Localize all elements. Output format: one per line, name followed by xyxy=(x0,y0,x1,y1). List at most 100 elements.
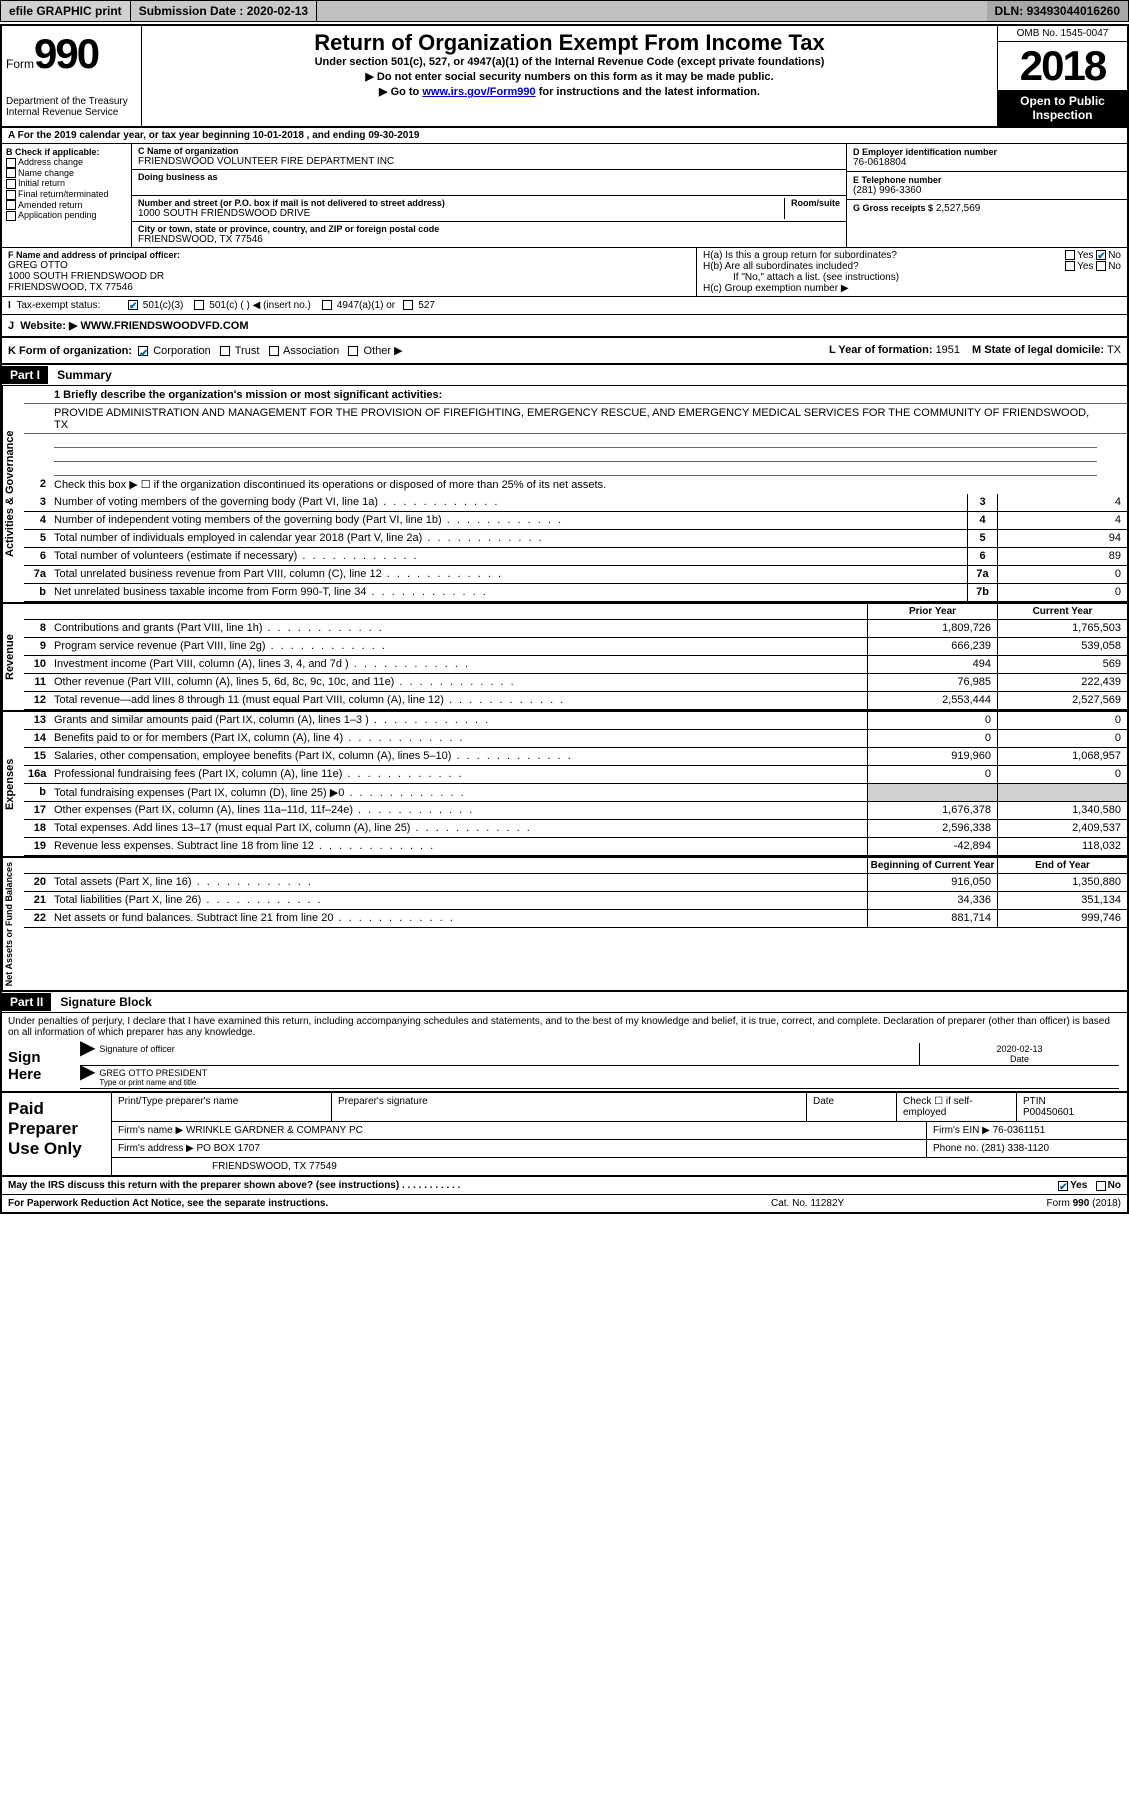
ein-value: 76-0618804 xyxy=(853,157,1121,168)
sig-date-val: 2020-02-13 xyxy=(924,1044,1115,1054)
sig-officer-label: Signature of officer xyxy=(95,1043,178,1065)
table-row: 9Program service revenue (Part VIII, lin… xyxy=(24,638,1127,656)
paid-preparer-label: Paid Preparer Use Only xyxy=(2,1093,112,1175)
officer-name-title: GREG OTTO PRESIDENT xyxy=(99,1068,207,1078)
hdr-prior-year: Prior Year xyxy=(867,604,997,619)
sign-here-label: Sign Here xyxy=(2,1041,72,1091)
sig-date-label: Date xyxy=(924,1054,1115,1064)
firm-ein: Firm's EIN ▶ 76-0361151 xyxy=(927,1122,1127,1139)
side-label-netassets: Net Assets or Fund Balances xyxy=(2,858,24,990)
discuss-yesno: ✔Yes No xyxy=(1058,1180,1121,1191)
line1-label: 1 Briefly describe the organization's mi… xyxy=(24,386,1127,404)
row-a-taxyear: A For the 2019 calendar year, or tax yea… xyxy=(2,128,1127,144)
tax-year: 2018 xyxy=(998,42,1127,90)
hdr-boy: Beginning of Current Year xyxy=(867,858,997,873)
h-b: H(b) Are all subordinates included? Yes … xyxy=(703,261,1121,272)
table-row: 3Number of voting members of the governi… xyxy=(24,494,1127,512)
officer-type-label: Type or print name and title xyxy=(99,1078,207,1087)
dept-treasury: Department of the Treasury Internal Reve… xyxy=(6,96,137,118)
form-title: Return of Organization Exempt From Incom… xyxy=(148,30,991,56)
part-ii-title: Signature Block xyxy=(54,995,151,1009)
submission-date-label: Submission Date : 2020-02-13 xyxy=(131,1,317,21)
row-j-website: J Website: ▶ WWW.FRIENDSWOODVFD.COM xyxy=(2,315,1127,338)
efile-print-button[interactable]: efile GRAPHIC print xyxy=(1,1,131,21)
cat-no: Cat. No. 11282Y xyxy=(771,1198,971,1209)
discuss-preparer: May the IRS discuss this return with the… xyxy=(8,1180,1058,1191)
gross-receipts-value: 2,527,569 xyxy=(936,203,981,214)
room-suite-label: Room/suite xyxy=(791,198,840,208)
phone-value: (281) 996-3360 xyxy=(853,185,1121,196)
gross-receipts-label: G Gross receipts $ xyxy=(853,203,933,213)
addr-label: Number and street (or P.O. box if mail i… xyxy=(138,198,784,208)
state-domicile: M State of legal domicile: TX xyxy=(972,344,1121,357)
firm-addr1: Firm's address ▶ PO BOX 1707 xyxy=(112,1140,927,1157)
street-address: 1000 SOUTH FRIENDSWOOD DRIVE xyxy=(138,208,784,219)
h-a: H(a) Is this a group return for subordin… xyxy=(703,250,1121,261)
table-row: 8Contributions and grants (Part VIII, li… xyxy=(24,620,1127,638)
side-label-governance: Activities & Governance xyxy=(2,386,24,602)
dln-display: DLN: 93493044016260 xyxy=(987,1,1128,21)
irs-link[interactable]: www.irs.gov/Form990 xyxy=(422,86,535,98)
officer-addr1: 1000 SOUTH FRIENDSWOOD DR xyxy=(8,271,690,282)
section-b: B Check if applicable: Address change Na… xyxy=(2,144,132,247)
table-row: 11Other revenue (Part VIII, column (A), … xyxy=(24,674,1127,692)
penalties-text: Under penalties of perjury, I declare th… xyxy=(2,1013,1127,1041)
table-row: 5Total number of individuals employed in… xyxy=(24,530,1127,548)
table-row: 16aProfessional fundraising fees (Part I… xyxy=(24,766,1127,784)
table-row: bNet unrelated business taxable income f… xyxy=(24,584,1127,602)
org-name: FRIENDSWOOD VOLUNTEER FIRE DEPARTMENT IN… xyxy=(138,156,840,167)
form-id-block: Form990 Department of the Treasury Inter… xyxy=(2,26,142,126)
open-to-public: Open to Public Inspection xyxy=(998,90,1127,126)
table-row: 19Revenue less expenses. Subtract line 1… xyxy=(24,838,1127,856)
table-row: 12Total revenue—add lines 8 through 11 (… xyxy=(24,692,1127,710)
table-row: 7aTotal unrelated business revenue from … xyxy=(24,566,1127,584)
tax-exempt-opts: ✔ 501(c)(3) 501(c) ( ) ◀ (insert no.) 49… xyxy=(128,300,435,311)
h-c: H(c) Group exemption number ▶ xyxy=(703,283,1121,294)
officer-label: F Name and address of principal officer: xyxy=(8,250,690,260)
side-label-revenue: Revenue xyxy=(2,604,24,710)
table-row: 17Other expenses (Part IX, column (A), l… xyxy=(24,802,1127,820)
hdr-current-year: Current Year xyxy=(997,604,1127,619)
org-name-label: C Name of organization xyxy=(138,146,840,156)
prep-date-hdr: Date xyxy=(807,1093,897,1121)
ein-label: D Employer identification number xyxy=(853,147,1121,157)
phone-label: E Telephone number xyxy=(853,175,1121,185)
table-row: 21Total liabilities (Part X, line 26)34,… xyxy=(24,892,1127,910)
city-label: City or town, state or province, country… xyxy=(138,224,840,234)
line2-text: Check this box ▶ ☐ if the organization d… xyxy=(50,476,1127,494)
firm-name: Firm's name ▶ WRINKLE GARDNER & COMPANY … xyxy=(112,1122,927,1139)
firm-phone: Phone no. (281) 338-1120 xyxy=(927,1140,1127,1157)
tax-exempt-label: I Tax-exempt status: xyxy=(8,300,128,311)
table-row: bTotal fundraising expenses (Part IX, co… xyxy=(24,784,1127,802)
officer-addr2: FRIENDSWOOD, TX 77546 xyxy=(8,282,690,293)
form-subtitle: Under section 501(c), 527, or 4947(a)(1)… xyxy=(148,56,991,68)
table-row: 18Total expenses. Add lines 13–17 (must … xyxy=(24,820,1127,838)
h-b-note: If "No," attach a list. (see instruction… xyxy=(703,272,1121,283)
top-bar: efile GRAPHIC print Submission Date : 20… xyxy=(0,0,1129,22)
prep-selfemp: Check ☐ if self-employed xyxy=(897,1093,1017,1121)
form-version: Form 990 (2018) xyxy=(971,1198,1121,1209)
form-container: Form990 Department of the Treasury Inter… xyxy=(0,24,1129,1214)
table-row: 14Benefits paid to or for members (Part … xyxy=(24,730,1127,748)
dba-label: Doing business as xyxy=(138,172,840,182)
paperwork-notice: For Paperwork Reduction Act Notice, see … xyxy=(8,1198,771,1209)
side-label-expenses: Expenses xyxy=(2,712,24,856)
table-row: 20Total assets (Part X, line 16)916,0501… xyxy=(24,874,1127,892)
prep-ptin: PTINP00450601 xyxy=(1017,1093,1127,1121)
city-state-zip: FRIENDSWOOD, TX 77546 xyxy=(138,234,840,245)
table-row: 10Investment income (Part VIII, column (… xyxy=(24,656,1127,674)
hdr-eoy: End of Year xyxy=(997,858,1127,873)
note-ssn: ▶ Do not enter social security numbers o… xyxy=(148,70,991,83)
omb-number: OMB No. 1545-0047 xyxy=(998,26,1127,42)
mission-text: PROVIDE ADMINISTRATION AND MANAGEMENT FO… xyxy=(24,404,1127,434)
prep-name-hdr: Print/Type preparer's name xyxy=(112,1093,332,1121)
table-row: 13Grants and similar amounts paid (Part … xyxy=(24,712,1127,730)
part-i-title: Summary xyxy=(51,368,112,382)
row-k-form-org: K Form of organization: ✔ Corporation Tr… xyxy=(8,344,829,357)
table-row: 4Number of independent voting members of… xyxy=(24,512,1127,530)
prep-sig-hdr: Preparer's signature xyxy=(332,1093,807,1121)
firm-addr2: FRIENDSWOOD, TX 77549 xyxy=(112,1158,1127,1175)
part-i-tag: Part I xyxy=(2,366,48,384)
note-link: ▶ Go to www.irs.gov/Form990 for instruct… xyxy=(148,85,991,98)
officer-name: GREG OTTO xyxy=(8,260,690,271)
